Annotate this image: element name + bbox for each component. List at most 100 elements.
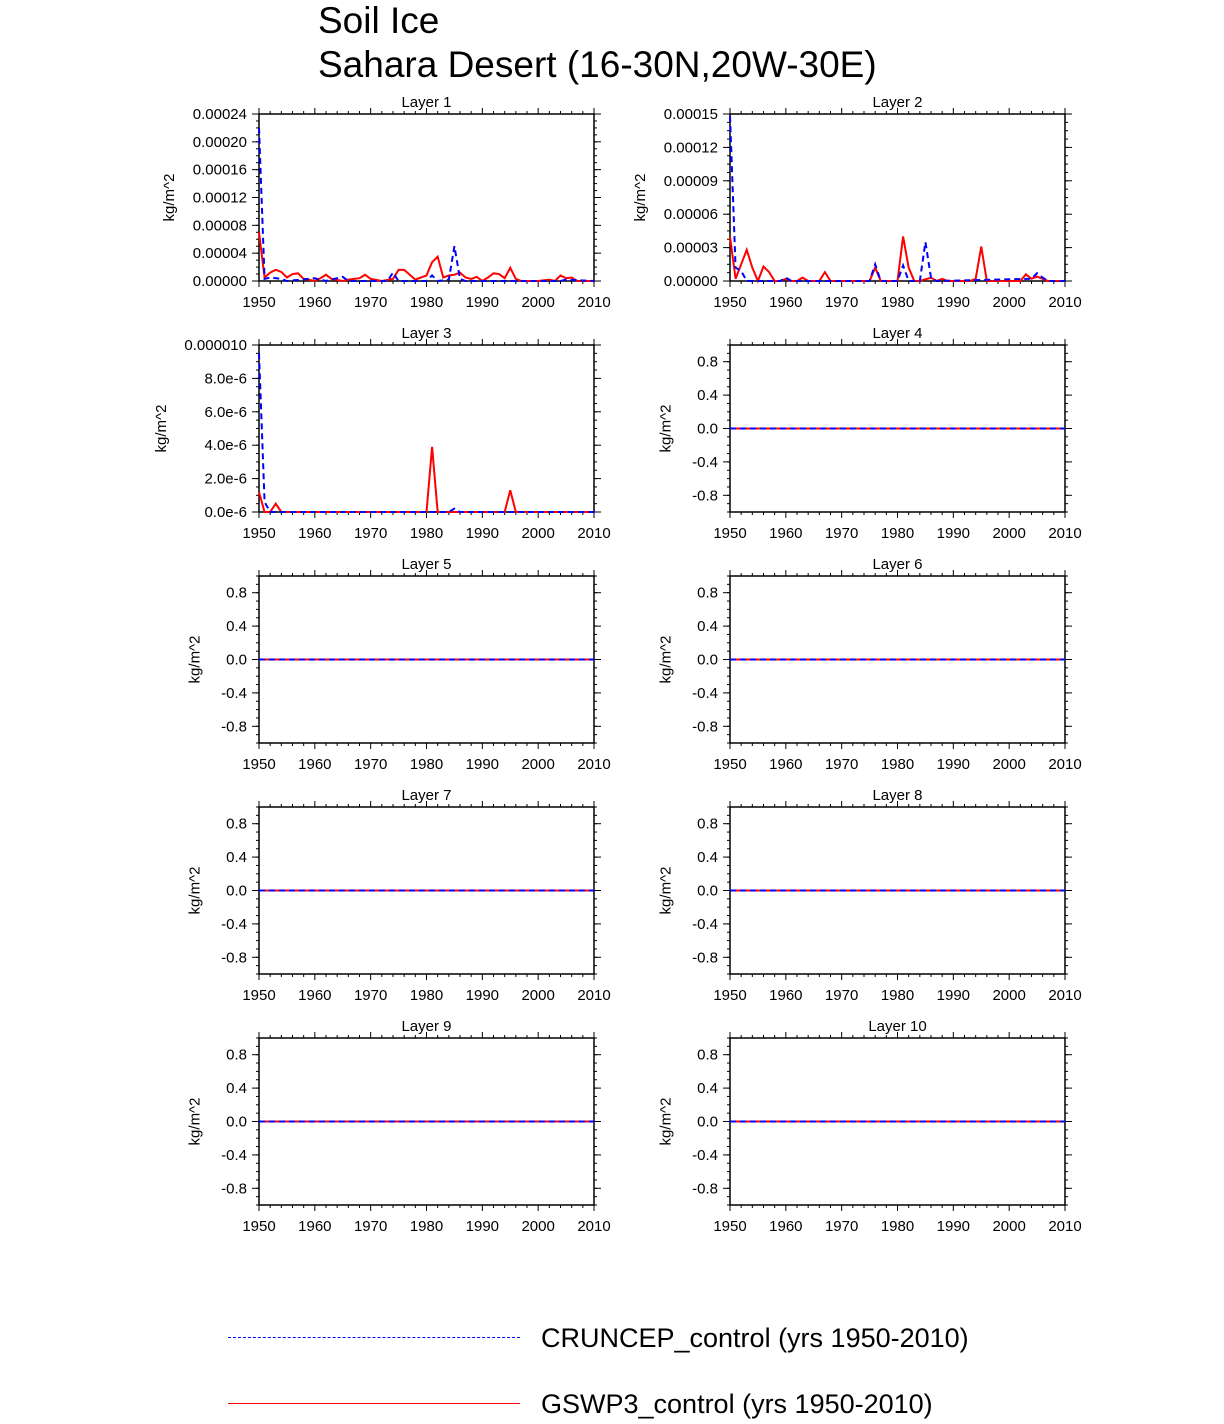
x-tick-label: 1980 [410, 525, 443, 542]
x-tick-label: 2000 [992, 1218, 1025, 1235]
x-tick-label: 1950 [242, 987, 275, 1004]
chart-panel-10: Layer 10 1950 1960 1970 1980 1990 2000 2010 -0.8… [657, 1018, 1081, 1235]
x-tick-label: 1970 [825, 756, 858, 773]
y-tick-label: -0.4 [692, 454, 718, 471]
y-tick-label: -0.8 [221, 1180, 247, 1197]
legend-line-gswp3 [228, 1403, 520, 1404]
y-axis-label: kg/m^2 [632, 174, 649, 222]
y-tick-label: 0.00008 [193, 217, 247, 234]
y-tick-label: 0.4 [697, 618, 718, 635]
y-tick-label: 0.8 [697, 585, 718, 602]
chart-panel-6: Layer 6 1950 1960 1970 1980 1990 2000 2010 -0.8 -… [657, 556, 1081, 773]
x-tick-label: 1980 [410, 1218, 443, 1235]
y-tick-label: 0.0 [226, 1114, 247, 1131]
chart-panel-2: Layer 2 1950 1960 1970 1980 1990 2000 2010 0.000… [632, 94, 1081, 311]
x-tick-label: 1960 [769, 987, 802, 1004]
legend-label-cruncep: CRUNCEP_control (yrs 1950-2010) [541, 1323, 969, 1353]
x-tick-label: 1970 [825, 525, 858, 542]
panel-title: Layer 3 [401, 325, 451, 342]
x-tick-label: 1960 [769, 1218, 802, 1235]
x-tick-label: 1970 [354, 1218, 387, 1235]
y-tick-label: 0.00000 [664, 273, 718, 290]
x-tick-label: 1980 [881, 987, 914, 1004]
x-tick-label: 1960 [769, 525, 802, 542]
x-tick-label: 1990 [466, 525, 499, 542]
legend-label-gswp3: GSWP3_control (yrs 1950-2010) [541, 1389, 933, 1419]
x-tick-label: 2010 [1048, 756, 1081, 773]
y-tick-label: 0.00012 [664, 139, 718, 156]
y-tick-label: 0.00015 [664, 106, 718, 123]
y-tick-label: 0.0 [226, 883, 247, 900]
y-tick-label: 0.000010 [184, 337, 247, 354]
y-tick-label: 0.00020 [193, 134, 247, 151]
x-tick-label: 2010 [1048, 1218, 1081, 1235]
x-tick-label: 1970 [825, 1218, 858, 1235]
y-tick-label: 8.0e-6 [204, 370, 247, 387]
plot-frame [729, 113, 1066, 282]
x-tick-label: 1990 [937, 756, 970, 773]
x-tick-label: 1990 [466, 294, 499, 311]
y-tick-label: 0.8 [697, 816, 718, 833]
x-tick-label: 1970 [354, 987, 387, 1004]
x-tick-label: 1990 [466, 1218, 499, 1235]
series-line-gswp3 [729, 236, 1065, 284]
x-tick-label: 1950 [713, 294, 746, 311]
x-tick-label: 1960 [298, 294, 331, 311]
y-tick-label: 4.0e-6 [204, 437, 247, 454]
x-tick-label: 1960 [769, 294, 802, 311]
y-tick-label: -0.8 [692, 1180, 718, 1197]
x-tick-label: 1960 [298, 525, 331, 542]
plot-grid: Layer 1 1950 1960 1970 1980 1990 2000 2010 0.000… [153, 94, 1082, 1235]
y-tick-label: -0.4 [221, 1147, 247, 1164]
panel-title: Layer 9 [401, 1018, 451, 1035]
x-tick-label: 1990 [937, 294, 970, 311]
x-tick-label: 1950 [242, 756, 275, 773]
y-tick-label: 0.0 [697, 421, 718, 438]
y-tick-label: 0.00003 [664, 240, 718, 257]
y-tick-label: 0.0 [697, 1114, 718, 1131]
y-tick-label: 0.0 [697, 652, 718, 669]
y-axis-label: kg/m^2 [186, 636, 203, 684]
x-tick-label: 2010 [577, 987, 610, 1004]
y-tick-label: 2.0e-6 [204, 471, 247, 488]
x-tick-label: 1990 [466, 756, 499, 773]
legend-entry-cruncep: CRUNCEP_control (yrs 1950-2010) [228, 1318, 1128, 1358]
panel-title: Layer 4 [872, 325, 922, 342]
y-tick-label: -0.8 [692, 949, 718, 966]
y-axis-label: kg/m^2 [161, 174, 178, 222]
y-tick-label: 0.4 [697, 849, 718, 866]
x-tick-label: 1950 [713, 987, 746, 1004]
x-tick-label: 1990 [466, 987, 499, 1004]
x-tick-label: 2000 [521, 756, 554, 773]
x-tick-label: 1960 [769, 756, 802, 773]
y-tick-label: 0.00024 [193, 106, 247, 123]
x-tick-label: 1950 [242, 1218, 275, 1235]
y-tick-label: 0.00016 [193, 162, 247, 179]
y-tick-label: 0.0 [697, 883, 718, 900]
x-tick-label: 1950 [242, 525, 275, 542]
x-tick-label: 1990 [937, 525, 970, 542]
x-tick-label: 1980 [881, 525, 914, 542]
legend-entry-gswp3: GSWP3_control (yrs 1950-2010) [228, 1384, 1128, 1424]
x-tick-label: 1970 [354, 756, 387, 773]
series-line-gswp3 [258, 232, 594, 283]
plot-frame [258, 344, 595, 513]
chart-panel-8: Layer 8 1950 1960 1970 1980 1990 2000 2010 -0.8 -… [657, 787, 1081, 1004]
y-axis-label: kg/m^2 [657, 636, 674, 684]
figure-title: Soil Ice [318, 0, 440, 41]
x-tick-label: 1970 [825, 987, 858, 1004]
panel-title: Layer 8 [872, 787, 922, 804]
x-tick-label: 2000 [992, 525, 1025, 542]
y-tick-label: -0.4 [692, 916, 718, 933]
y-tick-label: 0.4 [697, 1080, 718, 1097]
x-tick-label: 1970 [354, 525, 387, 542]
series-line-cruncep [729, 116, 1065, 283]
y-tick-label: 0.0e-6 [204, 504, 247, 521]
y-tick-label: -0.4 [221, 916, 247, 933]
y-tick-label: -0.4 [692, 685, 718, 702]
panel-title: Layer 5 [401, 556, 451, 573]
x-tick-label: 1980 [410, 987, 443, 1004]
y-tick-label: 0.0 [226, 652, 247, 669]
x-tick-label: 2000 [521, 294, 554, 311]
x-tick-label: 2010 [577, 1218, 610, 1235]
